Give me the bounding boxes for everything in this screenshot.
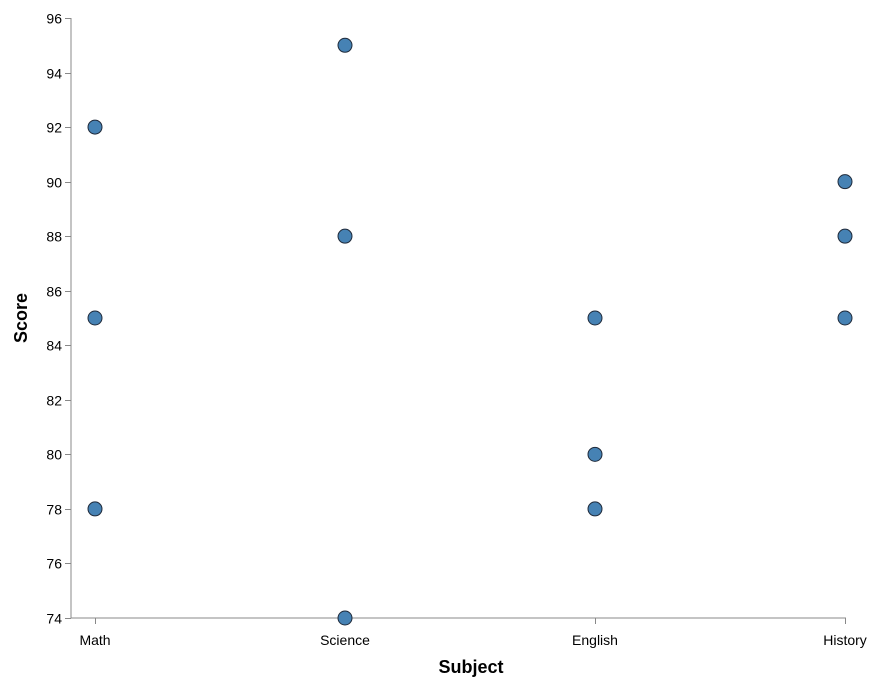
x-tick-label: Science	[320, 632, 370, 648]
data-point	[837, 310, 853, 326]
data-point	[337, 228, 353, 244]
x-tick-label: Math	[79, 632, 110, 648]
x-axis-title: Subject	[438, 657, 503, 677]
y-axis: 74 76 78 80 82 84 86 88 90 92 94 96	[46, 11, 72, 627]
data-point	[587, 446, 603, 462]
y-tick-label: 94	[46, 66, 62, 82]
x-tick-label: English	[572, 632, 618, 648]
data-point	[87, 501, 103, 517]
y-tick-label: 96	[46, 11, 62, 27]
y-tick-label: 80	[46, 447, 62, 463]
data-point	[837, 174, 853, 190]
data-point	[87, 119, 103, 135]
data-point	[837, 228, 853, 244]
y-tick-label: 82	[46, 393, 62, 409]
y-tick-label: 90	[46, 175, 62, 191]
y-tick-label: 76	[46, 556, 62, 572]
data-point	[587, 310, 603, 326]
y-tick-label: 84	[46, 338, 62, 354]
data-point	[587, 501, 603, 517]
x-axis: Math Science English History	[71, 617, 867, 648]
data-point	[87, 310, 103, 326]
x-tick-label: History	[823, 632, 867, 648]
data-point	[337, 610, 353, 626]
y-tick-label: 78	[46, 502, 62, 518]
y-tick-label: 74	[46, 611, 62, 627]
y-tick-label: 86	[46, 284, 62, 300]
y-axis-title: Score	[11, 293, 31, 343]
data-points	[87, 37, 853, 626]
y-tick-label: 92	[46, 120, 62, 136]
data-point	[337, 37, 353, 53]
y-tick-label: 88	[46, 229, 62, 245]
